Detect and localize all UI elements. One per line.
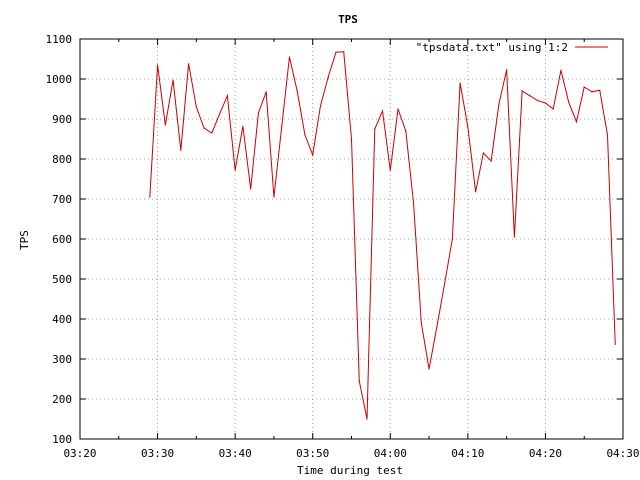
data-point [591,91,593,93]
x-tick-label: 04:10 [451,447,484,460]
x-tick-label: 03:20 [63,447,96,460]
data-point [552,108,554,110]
data-point [537,100,539,102]
data-point [467,126,469,128]
data-point [188,63,190,65]
data-point [257,112,260,114]
data-point [156,64,159,66]
y-tick-label: 300 [52,353,72,366]
data-point [568,101,570,103]
data-point [343,51,345,53]
x-tick-label: 04:20 [529,447,562,460]
y-axis-label: TPS [18,230,31,250]
y-tick-label: 800 [52,153,72,166]
data-point [296,90,298,92]
chart-title: TPS [338,13,358,26]
data-point [304,134,306,136]
data-point [149,196,151,198]
x-tick-label: 03:40 [219,447,252,460]
axis-ticks [79,38,624,440]
data-point [374,128,376,130]
data-point [172,79,174,81]
data-point [281,126,283,128]
tick-labels: 100 200 300 400 500 600 700 800 900 1000 1100 03:20… [46,33,640,460]
y-tick-label: 900 [52,113,72,126]
data-point [544,102,547,104]
y-tick-label: 200 [52,393,72,406]
x-tick-label: 03:50 [296,447,329,460]
x-axis-label: Time during test [297,464,403,477]
x-tick-label: 04:00 [374,447,407,460]
data-point [180,149,182,151]
data-point [250,188,252,190]
data-point [242,125,244,127]
data-point [436,326,438,328]
data-point [219,113,221,115]
data-point [583,86,585,88]
data-point [288,56,291,58]
data-point [529,95,531,97]
data-point [412,202,415,204]
data-point [521,90,523,92]
data-point [350,138,353,140]
data-point [211,132,213,134]
data-point [513,236,516,238]
x-tick-label: 03:30 [141,447,174,460]
data-point [599,89,601,91]
data-point [234,169,236,171]
data-point [428,368,430,370]
data-point [614,343,616,345]
y-tick-label: 1100 [46,33,73,46]
data-point [381,110,384,112]
x-tick-label: 04:30 [606,447,639,460]
y-tick-label: 400 [52,313,72,326]
y-tick-label: 700 [52,193,72,206]
data-point [506,69,508,71]
y-tick-label: 500 [52,273,72,286]
data-point [389,169,391,171]
data-point [366,418,368,420]
data-point [560,69,562,71]
plot-border [79,38,624,440]
data-point [475,191,477,193]
data-point [490,160,492,162]
y-tick-label: 100 [52,433,72,446]
y-tick-label: 1000 [46,73,73,86]
data-point [327,76,329,78]
legend-label: "tpsdata.txt" using 1:2 [416,41,568,54]
data-point [397,108,399,110]
legend: "tpsdata.txt" using 1:2 [416,41,608,54]
data-point [273,196,275,198]
data-point [358,380,360,382]
data-point [312,154,314,156]
grid-lines [80,39,623,439]
data-point [451,238,453,240]
series-layer [149,51,616,420]
data-point [226,95,228,97]
data-point [443,283,446,285]
data-point [195,106,197,108]
data-point [405,130,407,132]
data-point [335,51,337,53]
y-tick-label: 600 [52,233,72,246]
data-point [265,91,267,93]
data-point [420,322,422,324]
data-point [575,121,578,123]
data-point [319,105,322,107]
data-point [498,103,500,105]
data-point [482,152,484,154]
data-point [606,134,609,136]
data-point [164,124,166,126]
data-point [459,82,461,84]
data-point [203,127,205,129]
